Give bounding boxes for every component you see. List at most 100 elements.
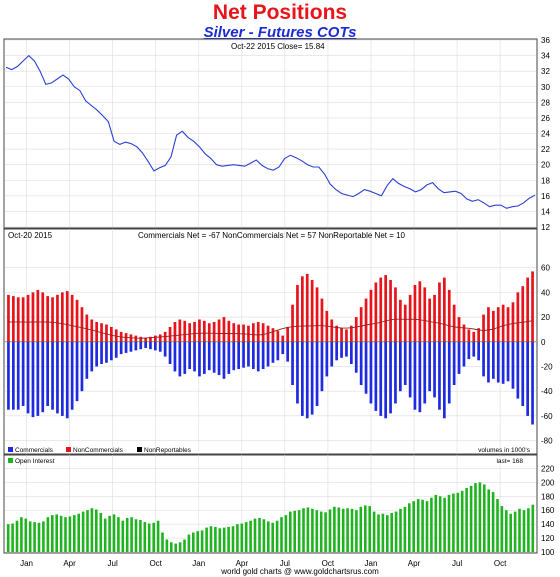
open-interest-bar xyxy=(531,504,535,552)
open-interest-bar xyxy=(152,522,155,552)
noncommercials-bar xyxy=(149,336,152,342)
net-y-tick-label: -80 xyxy=(541,437,553,446)
noncommercials-bar xyxy=(526,277,529,342)
commercials-bar xyxy=(119,341,123,355)
noncommercials-bar xyxy=(403,304,407,342)
noncommercials-bar xyxy=(198,319,201,342)
open-interest-bar xyxy=(68,516,72,552)
x-tick-label: Jan xyxy=(192,559,205,568)
open-interest-bar xyxy=(205,527,208,552)
open-interest-bar xyxy=(350,508,354,552)
noncommercials-bar xyxy=(354,317,358,342)
price-y-tick-label: 20 xyxy=(541,161,550,170)
legend-label-open-interest: Open Interest xyxy=(15,458,55,465)
commercials-bar xyxy=(389,341,392,414)
open-interest-bar xyxy=(513,511,517,552)
commercials-bar xyxy=(531,341,534,425)
commercials-bar xyxy=(467,341,471,360)
commercials-bar xyxy=(56,341,59,414)
open-interest-bar xyxy=(95,509,98,552)
noncommercials-bar xyxy=(21,297,25,342)
open-interest-bar xyxy=(324,512,327,552)
noncommercials-bar xyxy=(340,328,343,342)
noncommercials-bar xyxy=(531,271,534,342)
open-interest-bar xyxy=(99,513,103,552)
commercials-bar xyxy=(158,341,162,352)
price-layer xyxy=(5,54,536,209)
open-interest-bar xyxy=(443,497,446,552)
open-interest-bar xyxy=(416,499,420,552)
commercials-bar xyxy=(364,341,368,394)
noncommercials-bar xyxy=(7,294,10,342)
commercials-bar xyxy=(266,341,270,367)
noncommercials-bar xyxy=(222,317,226,342)
commercials-bar xyxy=(516,341,520,399)
noncommercials-bar xyxy=(271,328,275,342)
price-y-tick-label: 12 xyxy=(541,223,550,232)
commercials-bar xyxy=(305,341,309,419)
noncommercials-bar xyxy=(41,292,45,342)
open-interest-bar xyxy=(399,508,402,552)
commercials-bar xyxy=(526,341,529,416)
open-interest-bar xyxy=(315,510,319,552)
noncommercials-bar xyxy=(447,289,451,342)
open-interest-y-tick-label: 220 xyxy=(541,464,555,473)
open-interest-bar xyxy=(469,485,473,552)
commercials-bar xyxy=(335,341,338,361)
commercials-bar xyxy=(85,341,89,379)
noncommercials-bar xyxy=(350,325,353,342)
open-interest-bar xyxy=(24,518,28,552)
open-interest-bar xyxy=(231,526,235,552)
noncommercials-bar xyxy=(364,298,368,342)
noncommercials-bar xyxy=(418,281,422,342)
open-interest-bar xyxy=(412,501,415,552)
noncommercials-bar xyxy=(95,322,98,342)
commercials-bar xyxy=(379,341,383,416)
noncommercials-bar xyxy=(423,287,427,342)
open-interest-bar xyxy=(434,494,438,552)
noncommercials-bar xyxy=(286,327,289,342)
noncommercials-bar xyxy=(261,323,265,342)
noncommercials-bar xyxy=(501,304,505,342)
noncommercials-bar xyxy=(12,296,15,342)
commercials-bar xyxy=(428,341,431,392)
commercials-bar xyxy=(447,341,451,404)
open-interest-bar xyxy=(505,510,508,552)
open-interest-bar xyxy=(77,513,80,552)
open-interest-bar xyxy=(372,511,376,552)
commercials-bar xyxy=(178,341,182,377)
open-interest-bar xyxy=(81,511,85,552)
noncommercials-bar xyxy=(379,277,383,342)
open-interest-bar xyxy=(518,508,521,552)
net-y-tick-label: -60 xyxy=(541,412,553,421)
noncommercials-bar xyxy=(462,324,466,342)
noncommercials-bar xyxy=(452,304,456,342)
commercials-bar xyxy=(7,341,10,410)
commercials-bar xyxy=(21,341,25,406)
noncommercials-bar xyxy=(521,286,525,342)
footer-credit[interactable]: world gold charts @ www.goldchartsrus.co… xyxy=(220,567,379,576)
noncommercials-bar xyxy=(389,280,392,342)
open-interest-layer xyxy=(6,482,535,552)
open-interest-bar xyxy=(165,539,169,552)
noncommercials-bar xyxy=(330,319,334,342)
noncommercials-bar xyxy=(496,307,500,342)
open-interest-bar xyxy=(240,523,244,552)
noncommercials-bar xyxy=(413,285,417,342)
open-interest-bar xyxy=(64,517,67,552)
open-interest-bar xyxy=(430,497,433,552)
noncommercials-bar xyxy=(207,323,211,342)
chart-subtitle[interactable]: Silver - Futures COTs xyxy=(203,24,357,41)
commercials-bar xyxy=(492,341,495,379)
legend-swatch-commercials xyxy=(8,447,13,452)
noncommercials-bar xyxy=(252,323,255,342)
commercials-bar xyxy=(65,341,69,419)
x-tick-label: Jan xyxy=(365,559,378,568)
commercials-bar xyxy=(80,341,84,392)
commercials-bar xyxy=(443,341,446,419)
noncommercials-bar xyxy=(399,299,402,342)
net-date-text: Oct-20 2015 xyxy=(8,231,53,240)
commercials-bar xyxy=(271,341,275,363)
price-y-tick-label: 16 xyxy=(541,192,550,201)
commercials-bar xyxy=(242,341,245,368)
